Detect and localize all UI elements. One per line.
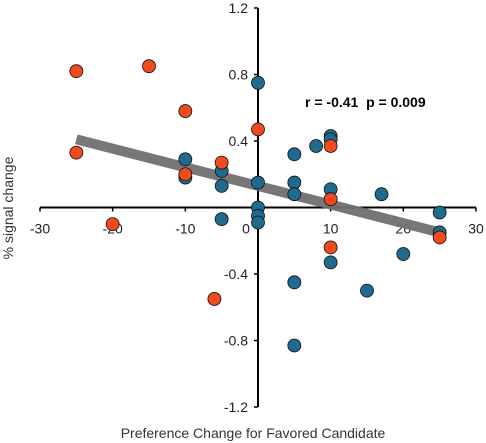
- data-point-orange: [323, 240, 338, 255]
- data-point-blue: [374, 187, 389, 202]
- data-point-orange: [207, 292, 222, 306]
- data-point-blue: [287, 175, 302, 190]
- correlation-annotation: r = -0.41 p = 0.009: [305, 94, 426, 110]
- data-point-blue: [287, 147, 302, 162]
- data-point-blue: [214, 212, 229, 227]
- y-tick-label: -0.4: [224, 266, 248, 282]
- data-point-orange: [69, 64, 84, 79]
- data-point-orange: [69, 145, 84, 160]
- data-point-orange: [251, 122, 265, 137]
- data-point-blue: [287, 187, 302, 202]
- data-point-orange: [178, 104, 193, 118]
- x-tick-label: 0: [242, 221, 250, 237]
- data-point-orange: [142, 59, 156, 74]
- data-point-blue: [309, 139, 324, 153]
- x-tick-label: 30: [468, 221, 484, 237]
- data-point-orange: [214, 155, 229, 170]
- data-point-orange: [178, 167, 193, 182]
- data-point-orange: [323, 192, 338, 207]
- data-point-orange: [432, 230, 447, 245]
- y-tick-label: -0.8: [224, 333, 248, 349]
- data-point-orange: [323, 139, 338, 153]
- data-point-blue: [251, 215, 265, 230]
- y-tick-label: 0.8: [229, 67, 249, 83]
- data-point-blue: [287, 275, 302, 290]
- data-point-blue: [214, 178, 229, 193]
- y-axis-title: % signal change: [0, 156, 16, 259]
- data-point-blue: [323, 255, 338, 270]
- x-axis-title: Preference Change for Favored Candidate: [121, 425, 386, 441]
- data-point-blue: [178, 152, 193, 167]
- y-tick-label: 0.4: [229, 133, 249, 149]
- x-tick-label: -10: [175, 221, 195, 237]
- data-point-blue: [360, 283, 374, 298]
- y-tick-label: 1.2: [229, 0, 249, 16]
- data-point-blue: [432, 205, 447, 220]
- data-point-blue: [251, 75, 265, 90]
- x-tick-label: -30: [30, 221, 50, 237]
- x-tick-label: 10: [323, 221, 339, 237]
- y-tick-label: -1.2: [224, 399, 248, 415]
- data-point-blue: [251, 175, 265, 190]
- data-point-blue: [287, 338, 302, 353]
- data-point-blue: [396, 247, 411, 261]
- data-point-orange: [105, 217, 120, 232]
